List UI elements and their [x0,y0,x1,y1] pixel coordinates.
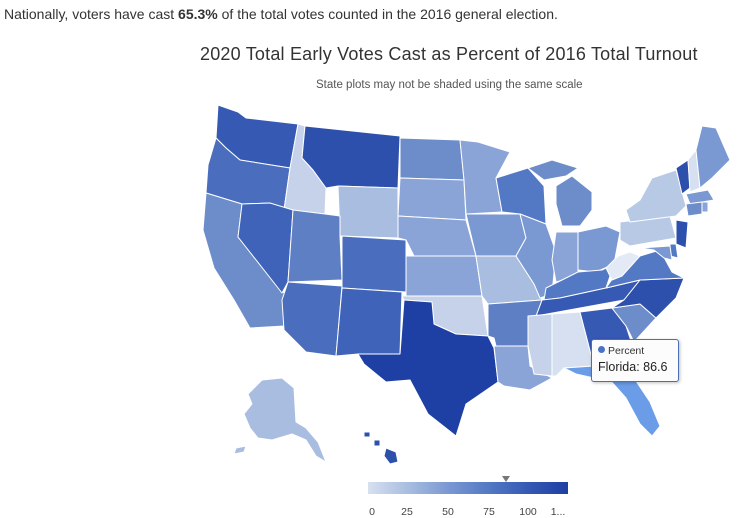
summary-value: 65.3% [178,6,218,22]
legend-tick: 25 [401,506,413,518]
summary-suffix: of the total votes counted in the 2016 g… [217,6,558,22]
map-title: 2020 Total Early Votes Cast as Percent o… [200,44,698,64]
tooltip-value: Florida: 86.6 [598,360,668,374]
state-maine[interactable] [695,125,731,189]
tooltip-series: Percent [598,345,672,357]
state-south-dakota[interactable] [397,177,467,221]
state-illinois[interactable] [515,213,557,299]
state-rhode-island[interactable] [701,201,709,213]
state-connecticut[interactable] [685,201,703,217]
state-nebraska[interactable] [397,215,477,257]
legend-tick: 1... [550,506,566,518]
state-pennsylvania[interactable] [619,215,677,247]
state-new-mexico[interactable] [335,287,403,357]
state-utah[interactable] [287,209,343,283]
state-arizona[interactable] [281,281,343,357]
legend-tick: 75 [483,506,495,518]
state-mississippi[interactable] [527,313,553,377]
state-alaska[interactable] [243,377,327,463]
series-dot-icon [598,346,605,353]
summary-prefix: Nationally, voters have cast [4,6,179,22]
state-west-virginia[interactable] [605,251,641,281]
color-legend-bar[interactable] [368,482,568,494]
legend-tick: 100 [519,506,537,518]
state-colorado[interactable] [341,235,407,293]
state-texas[interactable] [357,299,499,437]
state-maryland[interactable] [639,245,673,261]
state-hawaii-oahu[interactable] [363,431,371,438]
state-hawaii-maui[interactable] [373,439,381,447]
map-tooltip: Percent Florida: 86.6 [591,339,679,382]
state-massachusetts[interactable] [685,189,715,205]
state-north-dakota[interactable] [399,137,465,181]
state-hawaii[interactable] [383,447,399,465]
state-iowa[interactable] [465,213,527,257]
national-summary: Nationally, voters have cast 65.3% of th… [4,6,558,22]
state-kansas[interactable] [405,255,483,297]
state-alaska-island[interactable] [233,445,247,455]
state-wyoming[interactable] [337,185,399,239]
map-subtitle: State plots may not be shaded using the … [316,79,583,91]
state-michigan-up[interactable] [527,159,579,181]
state-michigan[interactable] [555,175,593,227]
legend-tick: 50 [442,506,454,518]
state-new-jersey[interactable] [675,219,689,249]
state-new-york[interactable] [625,169,687,223]
legend-marker-icon [502,476,510,482]
legend-tick: 0 [369,506,375,518]
